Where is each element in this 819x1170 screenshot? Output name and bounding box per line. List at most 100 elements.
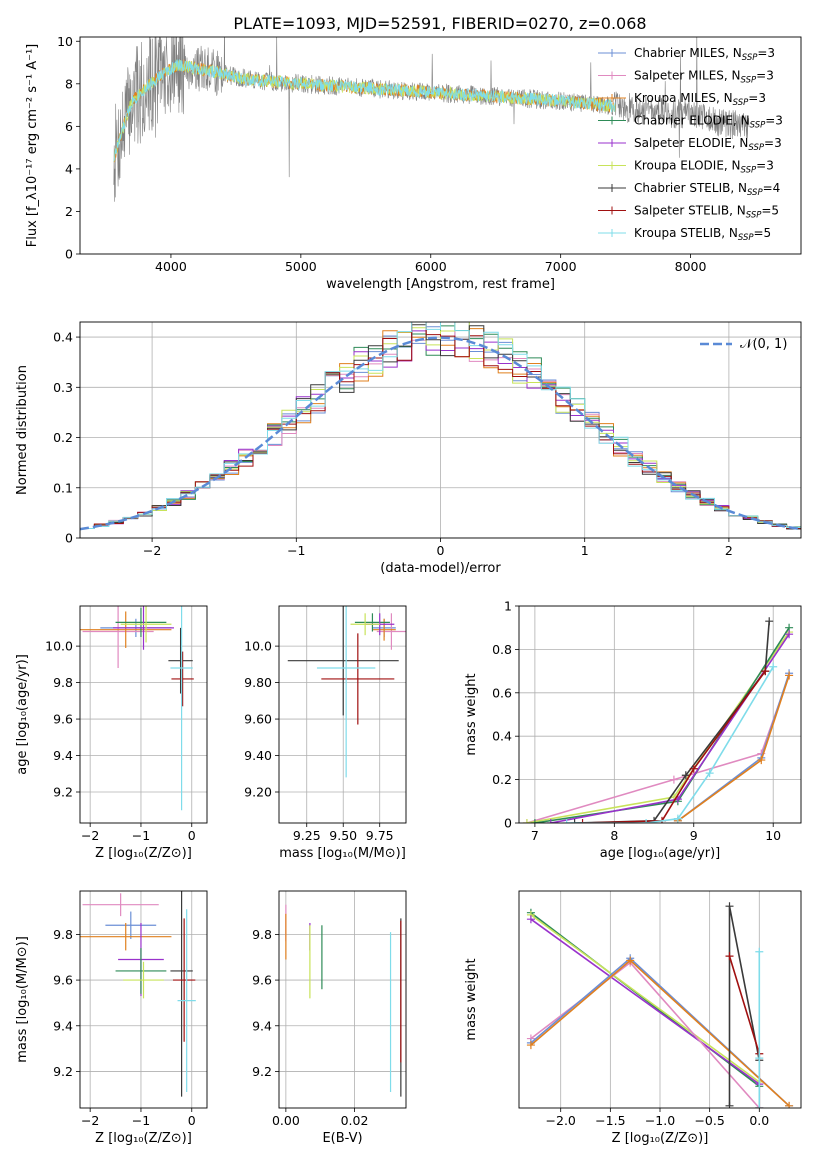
x-axis-label: Z [log₁₀(Z/Z⊙)] <box>95 1131 192 1146</box>
legend-tail: =3 <box>756 69 774 83</box>
y-tick-label: 10.0 <box>244 639 272 654</box>
x-tick-label: 7000 <box>545 259 577 274</box>
legend-label: Kroupa MILES, NSSP=3 <box>634 91 766 108</box>
mass-weight-line <box>530 918 760 1085</box>
legend-tail: =5 <box>754 226 772 240</box>
y-tick-label: 9.6 <box>53 712 73 727</box>
mass-weight-point <box>578 819 587 823</box>
legend-subscript: SSP <box>747 188 763 198</box>
y-tick-label: 9.8 <box>53 927 73 942</box>
y-tick-label: 0.2 <box>492 772 512 787</box>
mass-weight-point <box>725 952 734 961</box>
legend-subscript: SSP <box>742 53 758 63</box>
y-tick-label: 9.60 <box>244 712 272 727</box>
legend-subscript: SSP <box>733 98 749 108</box>
spectrum-panel: 4000 5000 6000 7000 8000 0 2 4 6 8 10 wavelength [A… <box>25 34 802 292</box>
legend-label: Kroupa ELODIE, NSSP=3 <box>634 159 774 176</box>
figure-title: PLATE=1093, MJD=52591, FIBERID=0270, z=0… <box>233 14 646 33</box>
legend-text: Kroupa STELIB, N <box>634 226 738 240</box>
y-tick-label: 9.8 <box>53 675 73 690</box>
legend-tail: =3 <box>757 46 775 60</box>
legend-label: Salpeter MILES, NSSP=3 <box>634 69 774 86</box>
mass-weight-line <box>526 631 790 823</box>
x-tick-label: 9.50 <box>329 828 357 843</box>
mass-weight-point <box>785 1101 794 1108</box>
legend-text: Kroupa ELODIE, N <box>634 159 741 173</box>
age_vs_Z-panel: −2 −1 0 9.2 9.4 9.6 9.8 10.0 Z [log₁₀(Z/Z⊙)] age … <box>15 605 208 861</box>
weight_vs_age-plot-area <box>519 606 801 823</box>
spectrum-frame <box>79 36 802 255</box>
legend-text: Chabrier ELODIE, N <box>634 114 750 128</box>
mass-weight-point <box>761 667 770 676</box>
y-tick-label: 1 <box>504 599 512 614</box>
mass-weight-point <box>669 775 678 784</box>
mass_vs_Z-plot-area <box>80 891 207 1108</box>
model-spectrum-line <box>113 59 616 162</box>
legend-tail: =3 <box>756 159 774 173</box>
weight_vs_age-panel: 7 8 9 10 0 0.2 0.4 0.6 0.8 1 age [log₁₀(age/yr)] ma… <box>464 599 802 861</box>
y-tick-label: 0 <box>65 531 73 546</box>
y-tick-label: 9.4 <box>53 748 73 763</box>
x-tick-label: 6000 <box>415 259 447 274</box>
x-axis-label: wavelength [Angstrom, rest frame] <box>326 277 555 292</box>
legend-tail: =3 <box>764 136 782 150</box>
x-tick-label: 0.02 <box>341 1113 369 1128</box>
weight_vs_Z-frame <box>518 890 802 1109</box>
x-tick-label: 10 <box>765 828 781 843</box>
residual_hist-frame <box>79 321 802 539</box>
x-tick-label: 9 <box>690 828 698 843</box>
legend-subscript: SSP <box>746 211 762 221</box>
x-axis-label: Z [log₁₀(Z/Z⊙)] <box>95 846 192 861</box>
legend-subscript: SSP <box>741 166 757 176</box>
mass-weight-point <box>546 819 555 823</box>
mass-weight-point <box>725 902 734 911</box>
legend-label: Chabrier MILES, NSSP=3 <box>634 46 775 63</box>
mass-weight-point <box>522 819 531 823</box>
mass_vs_Z-frame <box>79 890 208 1109</box>
age_vs_Z-frame <box>79 605 208 824</box>
legend-label: Salpeter STELIB, NSSP=5 <box>634 204 779 221</box>
legend-text: Salpeter MILES, N <box>634 69 741 83</box>
y-tick-label: 6 <box>65 119 73 134</box>
mass_vs_ebv-plot-area <box>279 891 406 1108</box>
mass-weight-point <box>785 671 794 680</box>
y-tick-label: 9.20 <box>244 785 272 800</box>
y-tick-label: 9.40 <box>244 748 272 763</box>
mass-weight-line <box>728 955 761 1108</box>
x-tick-label: −2.0 <box>546 1113 576 1128</box>
legend-label: Salpeter ELODIE, NSSP=3 <box>634 136 782 153</box>
legend-tail: =4 <box>763 181 781 195</box>
y-tick-label: 0.4 <box>492 729 512 744</box>
y-axis-label: mass weight <box>464 958 479 1040</box>
mass-weight-point <box>681 771 690 780</box>
y-tick-label: 4 <box>65 161 73 176</box>
age_vs_mass-frame <box>278 605 407 824</box>
mass-weight-point <box>765 617 774 626</box>
mass-weight-point <box>526 915 535 924</box>
x-tick-label: 8000 <box>675 259 707 274</box>
y-tick-label: 0 <box>504 816 512 831</box>
legend-label: Chabrier STELIB, NSSP=4 <box>634 181 780 198</box>
y-tick-label: 9.2 <box>252 1064 272 1079</box>
y-tick-label: 10.0 <box>45 639 73 654</box>
x-tick-label: −2 <box>143 543 161 558</box>
weight_vs_Z-plot-area <box>526 891 794 1108</box>
y-axis-label: Flux [f_λ10⁻¹⁷ erg cm⁻² s⁻¹ A⁻¹] <box>25 44 40 248</box>
x-axis-label: mass [log₁₀(M/M⊙)] <box>279 846 406 861</box>
mass-weight-point <box>785 630 794 639</box>
mass-weight-point <box>562 819 571 823</box>
legend-subscript: SSP <box>748 143 764 153</box>
mass-weight-point <box>769 662 778 671</box>
mass-weight-line <box>534 627 790 823</box>
mass-weight-line <box>677 675 790 822</box>
y-tick-label: 9.6 <box>252 973 272 988</box>
x-tick-label: 0 <box>188 828 196 843</box>
y-tick-label: 9.4 <box>53 1018 73 1033</box>
mass_vs_Z-panel: −2 −1 0 9.2 9.4 9.6 9.8 Z [log₁₀(Z/Z⊙)] mass [lo… <box>15 890 208 1146</box>
age_vs_mass-plot-area <box>279 606 406 823</box>
x-tick-label: 4000 <box>155 259 187 274</box>
x-tick-label: −1 <box>132 1113 150 1128</box>
x-axis-label: (data-model)/error <box>380 561 501 576</box>
x-tick-label: 2 <box>725 543 733 558</box>
legend-label: Chabrier ELODIE, NSSP=3 <box>634 114 783 131</box>
